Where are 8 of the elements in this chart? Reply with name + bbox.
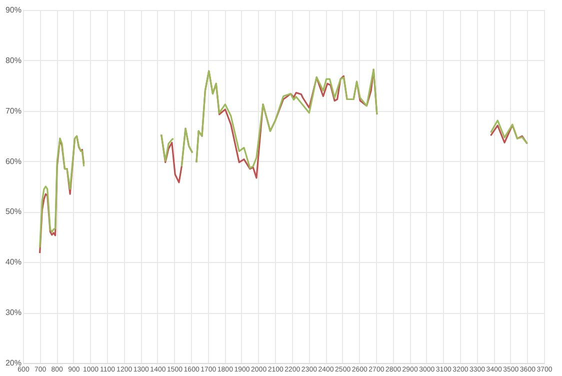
y-tick-label: 90% [5,6,22,14]
y-tick-label: 40% [5,258,22,267]
y-tick-label: 60% [5,156,22,166]
y-tick-label: 30% [5,308,22,318]
y-tick-label: 70% [5,106,22,116]
y-tick-label: 80% [5,56,22,65]
y-tick-label: 20% [5,358,22,368]
y-tick-label: 50% [5,207,22,216]
